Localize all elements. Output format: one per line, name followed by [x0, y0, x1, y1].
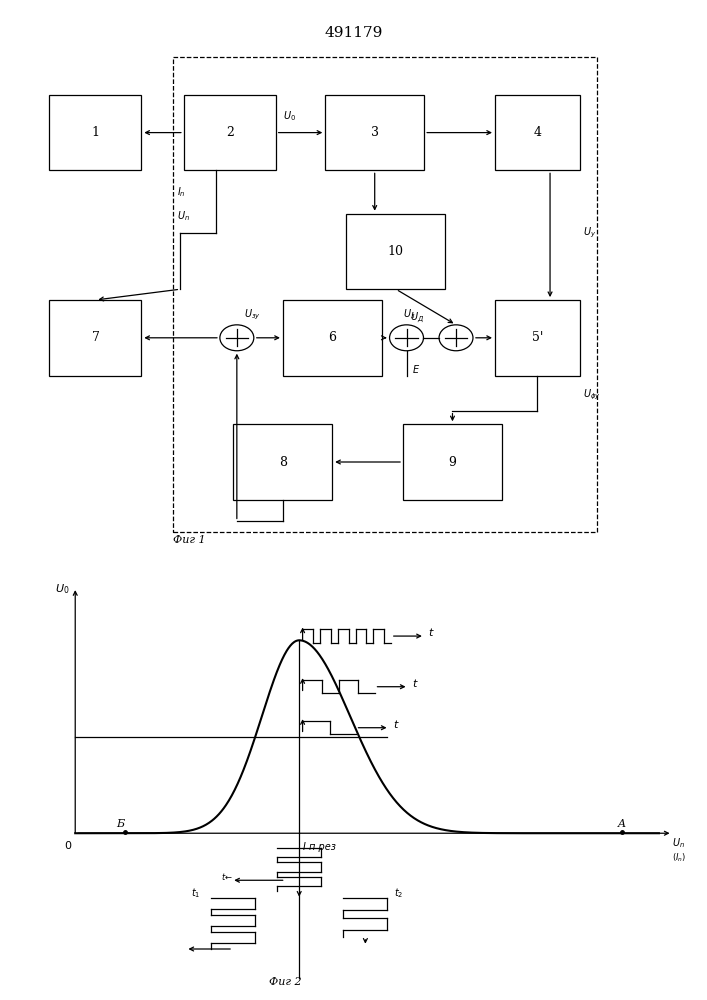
- Text: $t←$: $t←$: [221, 871, 233, 882]
- Text: 10: 10: [388, 245, 404, 258]
- Text: $t$: $t$: [428, 626, 435, 638]
- Text: $U_{\phi y}$: $U_{\phi y}$: [583, 388, 601, 402]
- Text: $t_1$: $t_1$: [191, 886, 200, 900]
- Text: $t$: $t$: [393, 718, 399, 730]
- Text: $U_0$: $U_0$: [55, 582, 69, 596]
- Circle shape: [390, 325, 423, 351]
- Text: $t_2$: $t_2$: [395, 886, 404, 900]
- Bar: [49, 95, 141, 170]
- Bar: [283, 300, 382, 376]
- Text: Фиг 1: Фиг 1: [173, 535, 206, 545]
- Bar: [403, 424, 502, 500]
- Text: 8: 8: [279, 456, 287, 468]
- Text: 4: 4: [533, 126, 542, 139]
- Bar: [495, 95, 580, 170]
- Text: 5': 5': [532, 331, 543, 344]
- Text: 0: 0: [64, 841, 71, 851]
- Text: $U_Д$: $U_Д$: [410, 310, 424, 324]
- Text: Фиг 2: Фиг 2: [269, 977, 301, 987]
- Text: $U_з$: $U_з$: [403, 307, 416, 321]
- Text: I п рез: I п рез: [303, 842, 335, 852]
- Bar: [49, 300, 141, 376]
- Text: 7: 7: [91, 331, 100, 344]
- Text: $U_n$: $U_n$: [672, 836, 686, 850]
- Text: 1: 1: [91, 126, 100, 139]
- Text: $U_{зу}$: $U_{зу}$: [244, 308, 261, 322]
- Circle shape: [439, 325, 473, 351]
- Circle shape: [220, 325, 254, 351]
- Text: $U_0$: $U_0$: [283, 109, 296, 123]
- Bar: [346, 214, 445, 289]
- Text: 3: 3: [370, 126, 379, 139]
- Text: 6: 6: [328, 331, 337, 344]
- Text: $I_n$: $I_n$: [177, 185, 186, 198]
- Bar: [233, 424, 332, 500]
- Text: $(I_n)$: $(I_n)$: [672, 852, 686, 864]
- Text: Б: Б: [116, 819, 124, 829]
- Text: A: A: [618, 819, 626, 829]
- Text: $t$: $t$: [412, 677, 419, 689]
- Text: 9: 9: [448, 456, 457, 468]
- Text: 2: 2: [226, 126, 234, 139]
- Text: 491179: 491179: [325, 26, 382, 40]
- Bar: [495, 300, 580, 376]
- Bar: [325, 95, 424, 170]
- Text: $E$: $E$: [412, 363, 421, 375]
- Text: $U_n$: $U_n$: [177, 209, 190, 223]
- Bar: [184, 95, 276, 170]
- Bar: [173, 57, 597, 532]
- Text: $U_y$: $U_y$: [583, 226, 597, 240]
